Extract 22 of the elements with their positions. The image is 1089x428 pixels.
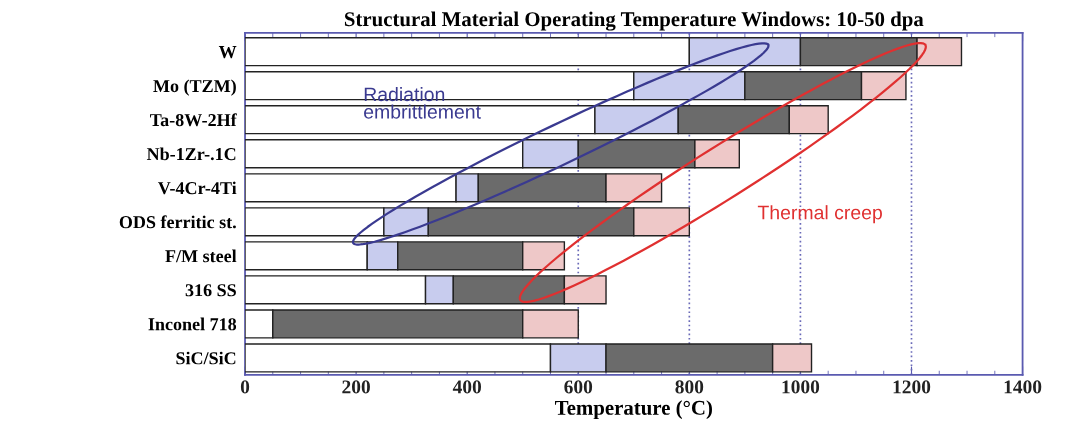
chart-title: Structural Material Operating Temperature Windows: 10-50 dpa <box>344 11 924 31</box>
x-tick-label: 400 <box>452 380 482 394</box>
x-tick-label: 800 <box>675 380 704 394</box>
y-tick-label: 316 SS <box>185 284 236 297</box>
x-tick-label: 1400 <box>1004 380 1042 394</box>
x-tick-label: 1200 <box>893 380 931 394</box>
y-tick-label: Mo (TZM) <box>153 79 236 96</box>
x-tick-label: 600 <box>564 380 593 394</box>
y-tick-label: W <box>218 46 237 59</box>
annotation: Thermal creep <box>757 205 882 224</box>
y-tick-label: Ta-8W-2Hf <box>150 113 237 127</box>
y-tick-label: F/M steel <box>165 249 237 263</box>
y-tick-label: V-4Cr-4Ti <box>157 181 237 195</box>
x-tick-label: 200 <box>342 380 370 394</box>
y-tick-label: Nb-1Zr-.1C <box>146 147 236 161</box>
y-tick-label: ODS ferritic st. <box>119 215 236 229</box>
x-axis-title: Temperature (°C) <box>555 400 712 420</box>
y-tick-label: Inconel 718 <box>148 317 237 331</box>
x-tick-label: 1000 <box>782 380 820 394</box>
y-tick-label: SiC/SiC <box>176 351 236 365</box>
annotation: Radiation embrittlement <box>364 87 481 119</box>
x-tick-label: 0 <box>240 380 250 394</box>
